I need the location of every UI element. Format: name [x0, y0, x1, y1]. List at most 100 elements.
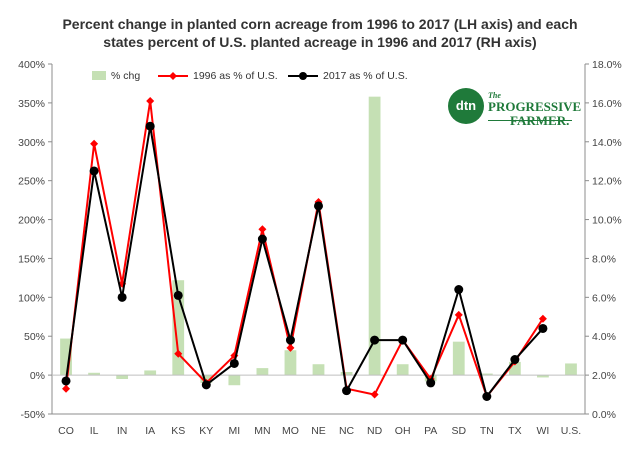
- chart-title-line-1: Percent change in planted corn acreage f…: [62, 16, 578, 32]
- right-tick-label: 6.0%: [592, 292, 616, 304]
- marker-2017-sd: [454, 285, 464, 295]
- bar-pct-chg-oh: [396, 364, 409, 376]
- bar-pct-chg-us: [565, 363, 577, 376]
- right-tick-label: 4.0%: [592, 331, 616, 343]
- line-1996: [65, 99, 544, 398]
- lines-layer: [61, 96, 548, 401]
- marker-1996-mo: [286, 343, 295, 352]
- right-tick-label: 18.0%: [592, 59, 622, 71]
- right-tick-label: 8.0%: [592, 253, 616, 265]
- chart-title-line-2: states percent of U.S. planted acreage i…: [103, 34, 537, 50]
- logo-wordmark: The PROGRESSIVE FARMER.: [488, 92, 581, 128]
- x-tick-label-il: IL: [90, 425, 99, 437]
- marker-2017-nd: [370, 335, 380, 345]
- marker-2017-pa: [426, 378, 436, 388]
- bar-pct-chg-il: [88, 372, 100, 376]
- left-tick-label: 100%: [18, 292, 45, 304]
- legend-label-2017: 2017 as % of U.S.: [323, 70, 408, 82]
- marker-2017-tn: [482, 392, 492, 401]
- marker-2017-tx: [510, 355, 520, 365]
- bar-pct-chg-tn: [480, 373, 493, 376]
- marker-2017-oh: [398, 335, 408, 345]
- bar-pct-chg-in: [116, 375, 129, 379]
- legend-marker-1996: [169, 72, 177, 80]
- x-tick-label-nd: ND: [367, 425, 383, 437]
- logo-line-1: The: [488, 91, 501, 100]
- marker-2017-co: [61, 376, 71, 386]
- x-tick-label-wi: WI: [537, 425, 550, 437]
- x-tick-label-us: U.S.: [561, 425, 581, 437]
- legend: % chg 1996 as % of U.S. 2017 as % of U.S…: [92, 70, 408, 82]
- x-tick-label-ne: NE: [311, 425, 326, 437]
- marker-1996-ia: [146, 96, 155, 105]
- x-tick-label-ks: KS: [171, 425, 185, 437]
- marker-2017-wi: [538, 323, 548, 333]
- bar-pct-chg-ks: [172, 280, 185, 376]
- bar-pct-chg-mn: [256, 368, 269, 376]
- x-tick-label-tx: TX: [508, 425, 521, 437]
- left-tick-label: 0%: [30, 370, 45, 382]
- marker-1996-co: [62, 384, 71, 393]
- marker-1996-sd: [454, 310, 463, 319]
- bar-pct-chg-ne: [312, 364, 325, 376]
- x-tick-label-sd: SD: [451, 425, 466, 437]
- marker-2017-in: [117, 292, 127, 302]
- x-tick-label-pa: PA: [424, 425, 437, 437]
- right-tick-label: 16.0%: [592, 98, 622, 110]
- left-tick-label: 300%: [18, 137, 45, 149]
- x-tick-label-oh: OH: [395, 425, 411, 437]
- x-tick-label-mn: MN: [254, 425, 270, 437]
- x-tick-label-ia: IA: [145, 425, 155, 437]
- bar-pct-chg-mi: [228, 375, 241, 386]
- bar-pct-chg-mo: [284, 350, 297, 376]
- right-tick-label: 10.0%: [592, 215, 622, 227]
- marker-2017-ky: [201, 380, 211, 390]
- bar-pct-chg-tx: [508, 361, 521, 376]
- marker-1996-mn: [258, 225, 267, 234]
- marker-2017-il: [89, 166, 99, 176]
- line-2017: [65, 125, 544, 398]
- ticks-layer: -50% 0% 50% 100% 150% 200% 250% 300% 350% 400% 0.0…: [18, 59, 622, 437]
- legend-label-pct-chg: % chg: [111, 70, 140, 82]
- bar-pct-chg-nc: [340, 372, 353, 376]
- left-tick-label: 200%: [18, 215, 45, 227]
- marker-2017-ne: [314, 201, 323, 211]
- bars-layer: [60, 96, 577, 386]
- legend-marker-2017: [299, 72, 307, 80]
- bar-pct-chg-sd: [452, 341, 465, 376]
- logo-line-3: FARMER.: [510, 113, 570, 128]
- left-tick-label: 350%: [18, 98, 45, 110]
- marker-2017-nc: [342, 386, 352, 396]
- x-tick-label-mi: MI: [229, 425, 241, 437]
- marker-1996-wi: [538, 314, 547, 323]
- dtn-badge: dtn: [448, 88, 484, 124]
- bar-pct-chg-co: [60, 338, 72, 376]
- marker-2017-mn: [257, 234, 267, 244]
- right-tick-label: 14.0%: [592, 137, 622, 149]
- x-tick-label-in: IN: [117, 425, 128, 437]
- marker-1996-il: [90, 139, 99, 148]
- right-tick-label: 12.0%: [592, 176, 622, 188]
- marker-2017-mo: [285, 335, 295, 345]
- x-tick-label-ky: KY: [199, 425, 213, 437]
- left-tick-label: 250%: [18, 176, 45, 188]
- legend-swatch-pct-chg: [92, 71, 106, 80]
- x-tick-label-nc: NC: [339, 425, 355, 437]
- right-tick-label: 2.0%: [592, 370, 616, 382]
- left-tick-label: 50%: [24, 331, 45, 343]
- left-tick-label: -50%: [20, 409, 45, 421]
- bar-pct-chg-nd: [368, 96, 381, 376]
- bar-pct-chg-wi: [537, 375, 549, 378]
- axes-layer: [51, 64, 586, 415]
- logo-rule: [488, 120, 572, 121]
- x-tick-label-co: CO: [58, 425, 74, 437]
- marker-2017-mi: [229, 358, 239, 368]
- marker-1996-ks: [174, 349, 183, 358]
- left-tick-label: 400%: [18, 59, 45, 71]
- logo-line-2: PROGRESSIVE: [488, 99, 582, 114]
- dtn-progressive-farmer-logo: dtn The PROGRESSIVE FARMER.: [448, 86, 581, 128]
- marker-2017-ks: [173, 290, 183, 300]
- legend-label-1996: 1996 as % of U.S.: [193, 70, 278, 82]
- marker-1996-nd: [370, 390, 379, 399]
